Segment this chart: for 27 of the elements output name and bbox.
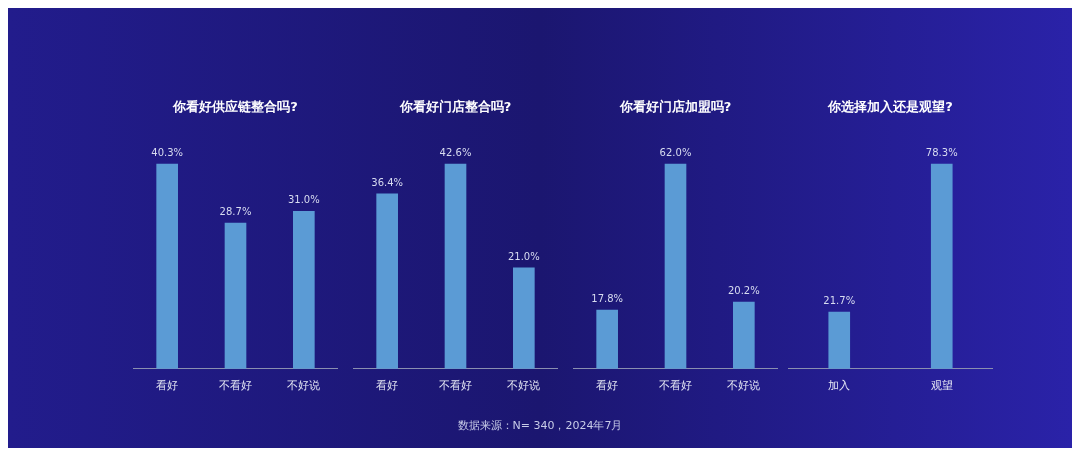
x-tick-label: 不好说 — [727, 379, 761, 393]
chart-title: 你看好门店整合吗? — [398, 99, 512, 115]
x-tick-label: 看好 — [156, 379, 179, 393]
chart-title: 你看好供应链整合吗? — [172, 99, 298, 115]
data-label: 20.2% — [727, 284, 760, 296]
x-tick-label: 不好说 — [287, 379, 321, 393]
data-label: 36.4% — [371, 176, 404, 188]
data-label: 21.7% — [823, 294, 856, 306]
chart-title: 你选择加入还是观望? — [827, 99, 953, 115]
data-label: 21.0% — [507, 250, 540, 262]
data-label: 42.6% — [439, 146, 472, 158]
chart-title: 你看好门店加盟吗? — [618, 99, 732, 115]
x-tick-label: 看好 — [376, 379, 399, 393]
x-tick-label: 观望 — [930, 379, 953, 393]
data-label: 40.3% — [151, 146, 184, 158]
x-tick-label: 加入 — [828, 379, 851, 393]
x-tick-label: 不看好 — [659, 379, 692, 393]
data-label: 62.0% — [659, 146, 692, 158]
x-tick-label: 不好说 — [507, 379, 541, 393]
data-label: 31.0% — [287, 193, 320, 205]
source-note: 数据来源：N= 340，2024年7月 — [456, 418, 624, 433]
x-tick-label: 不看好 — [439, 379, 472, 393]
data-label: 17.8% — [591, 292, 624, 304]
x-tick-label: 不看好 — [219, 379, 252, 393]
x-tick-label: 看好 — [596, 379, 619, 393]
data-label: 28.7% — [219, 205, 252, 217]
data-label: 78.3% — [925, 146, 958, 158]
